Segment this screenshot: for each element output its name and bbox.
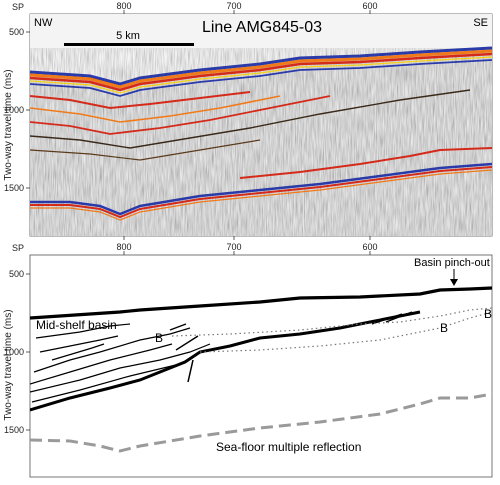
multiple-reflector-blue [30, 162, 492, 216]
horizon-b-upper [171, 307, 492, 337]
seafloor-reflector-orange [30, 49, 492, 89]
y-tick-500-top: 500 [9, 27, 24, 37]
scale-bar [64, 43, 194, 46]
x-tick-800-top: 800 [116, 1, 131, 11]
basin-line-6 [30, 343, 211, 393]
seismic-noise [30, 48, 492, 236]
basin-reflector-5 [30, 139, 261, 161]
horizon-b-label-2: B [440, 321, 448, 335]
fault-line [187, 359, 194, 383]
basin-line-7 [31, 363, 181, 403]
basin-base-line [30, 310, 421, 412]
y-tick-1000-bottom: 1000 [4, 347, 24, 357]
deep-reflector [239, 147, 492, 179]
x-axis-label-sp-top: SP [12, 2, 24, 12]
basin-line-5 [30, 343, 173, 385]
interp-x-ticks [123, 251, 371, 255]
basin-line-11 [385, 311, 413, 323]
orientation-nw: NW [34, 17, 53, 29]
seafloor-reflector-blue [30, 46, 492, 86]
y-axis-label-top: Two-way travel time (ms) [3, 69, 14, 180]
orientation-se: SE [473, 17, 488, 29]
basin-reflector-3 [30, 95, 331, 135]
seafloor-line [30, 286, 492, 320]
y-axis-label-bottom: Two-way travel time (ms) [3, 309, 14, 420]
basin-pinch-out-label: Basin pinch-out [414, 257, 490, 269]
y-tick-1500-top: 1500 [4, 183, 24, 193]
y-tick-1000-top: 1000 [4, 105, 24, 115]
basin-line-3 [51, 343, 105, 361]
scale-bar-label: 5 km [116, 30, 140, 42]
multiple-reflector-orange [30, 169, 492, 221]
basin-line-10 [371, 313, 403, 325]
horizon-b-label-3: B [484, 307, 492, 321]
pinch-out-arrow-head [450, 279, 458, 286]
x-tick-700-top: 700 [226, 1, 241, 11]
section-title: Line AMG845-03 [202, 19, 322, 36]
seafloor-reflector-yellow [30, 56, 492, 94]
basin-line-9 [175, 335, 199, 351]
y-tick-1500-bottom: 1500 [4, 425, 24, 435]
basin-reflector-2 [30, 95, 281, 123]
x-axis-label-sp-mid: SP [12, 243, 24, 253]
seafloor-reflector-blue-2 [30, 59, 492, 97]
x-tick-700-bottom: 700 [226, 242, 241, 252]
interpretation-frame [29, 254, 493, 478]
interpretation-panel: 800 700 600 500 1000 1500 Two-way travel… [3, 242, 493, 478]
interp-y-ticks [26, 273, 30, 431]
seismic-panel: 800 700 600 500 1000 1500 Two-way travel… [3, 1, 493, 240]
basin-line-4 [33, 327, 191, 373]
horizon-b-label-1: B [155, 331, 163, 345]
seafloor-reflector-red [30, 52, 492, 92]
multiple-reflector-red [30, 166, 492, 219]
sea-floor-multiple-line [30, 392, 492, 453]
basin-line-1 [35, 323, 131, 339]
mid-shelf-basin-label: Mid-shelf basin [36, 318, 117, 332]
seismic-y-ticks [26, 31, 30, 189]
x-tick-600-bottom: 600 [362, 242, 377, 252]
basin-reflector-4 [30, 89, 471, 149]
y-tick-500-bottom: 500 [9, 269, 24, 279]
basin-line-2 [39, 335, 119, 353]
seismic-x-ticks [123, 10, 371, 240]
basin-line-8 [169, 323, 187, 331]
x-tick-600-top: 600 [362, 1, 377, 11]
sea-floor-multiple-label: Sea-floor multiple reflection [216, 440, 361, 454]
x-tick-800-bottom: 800 [116, 242, 131, 252]
basin-reflector-1 [30, 91, 251, 110]
